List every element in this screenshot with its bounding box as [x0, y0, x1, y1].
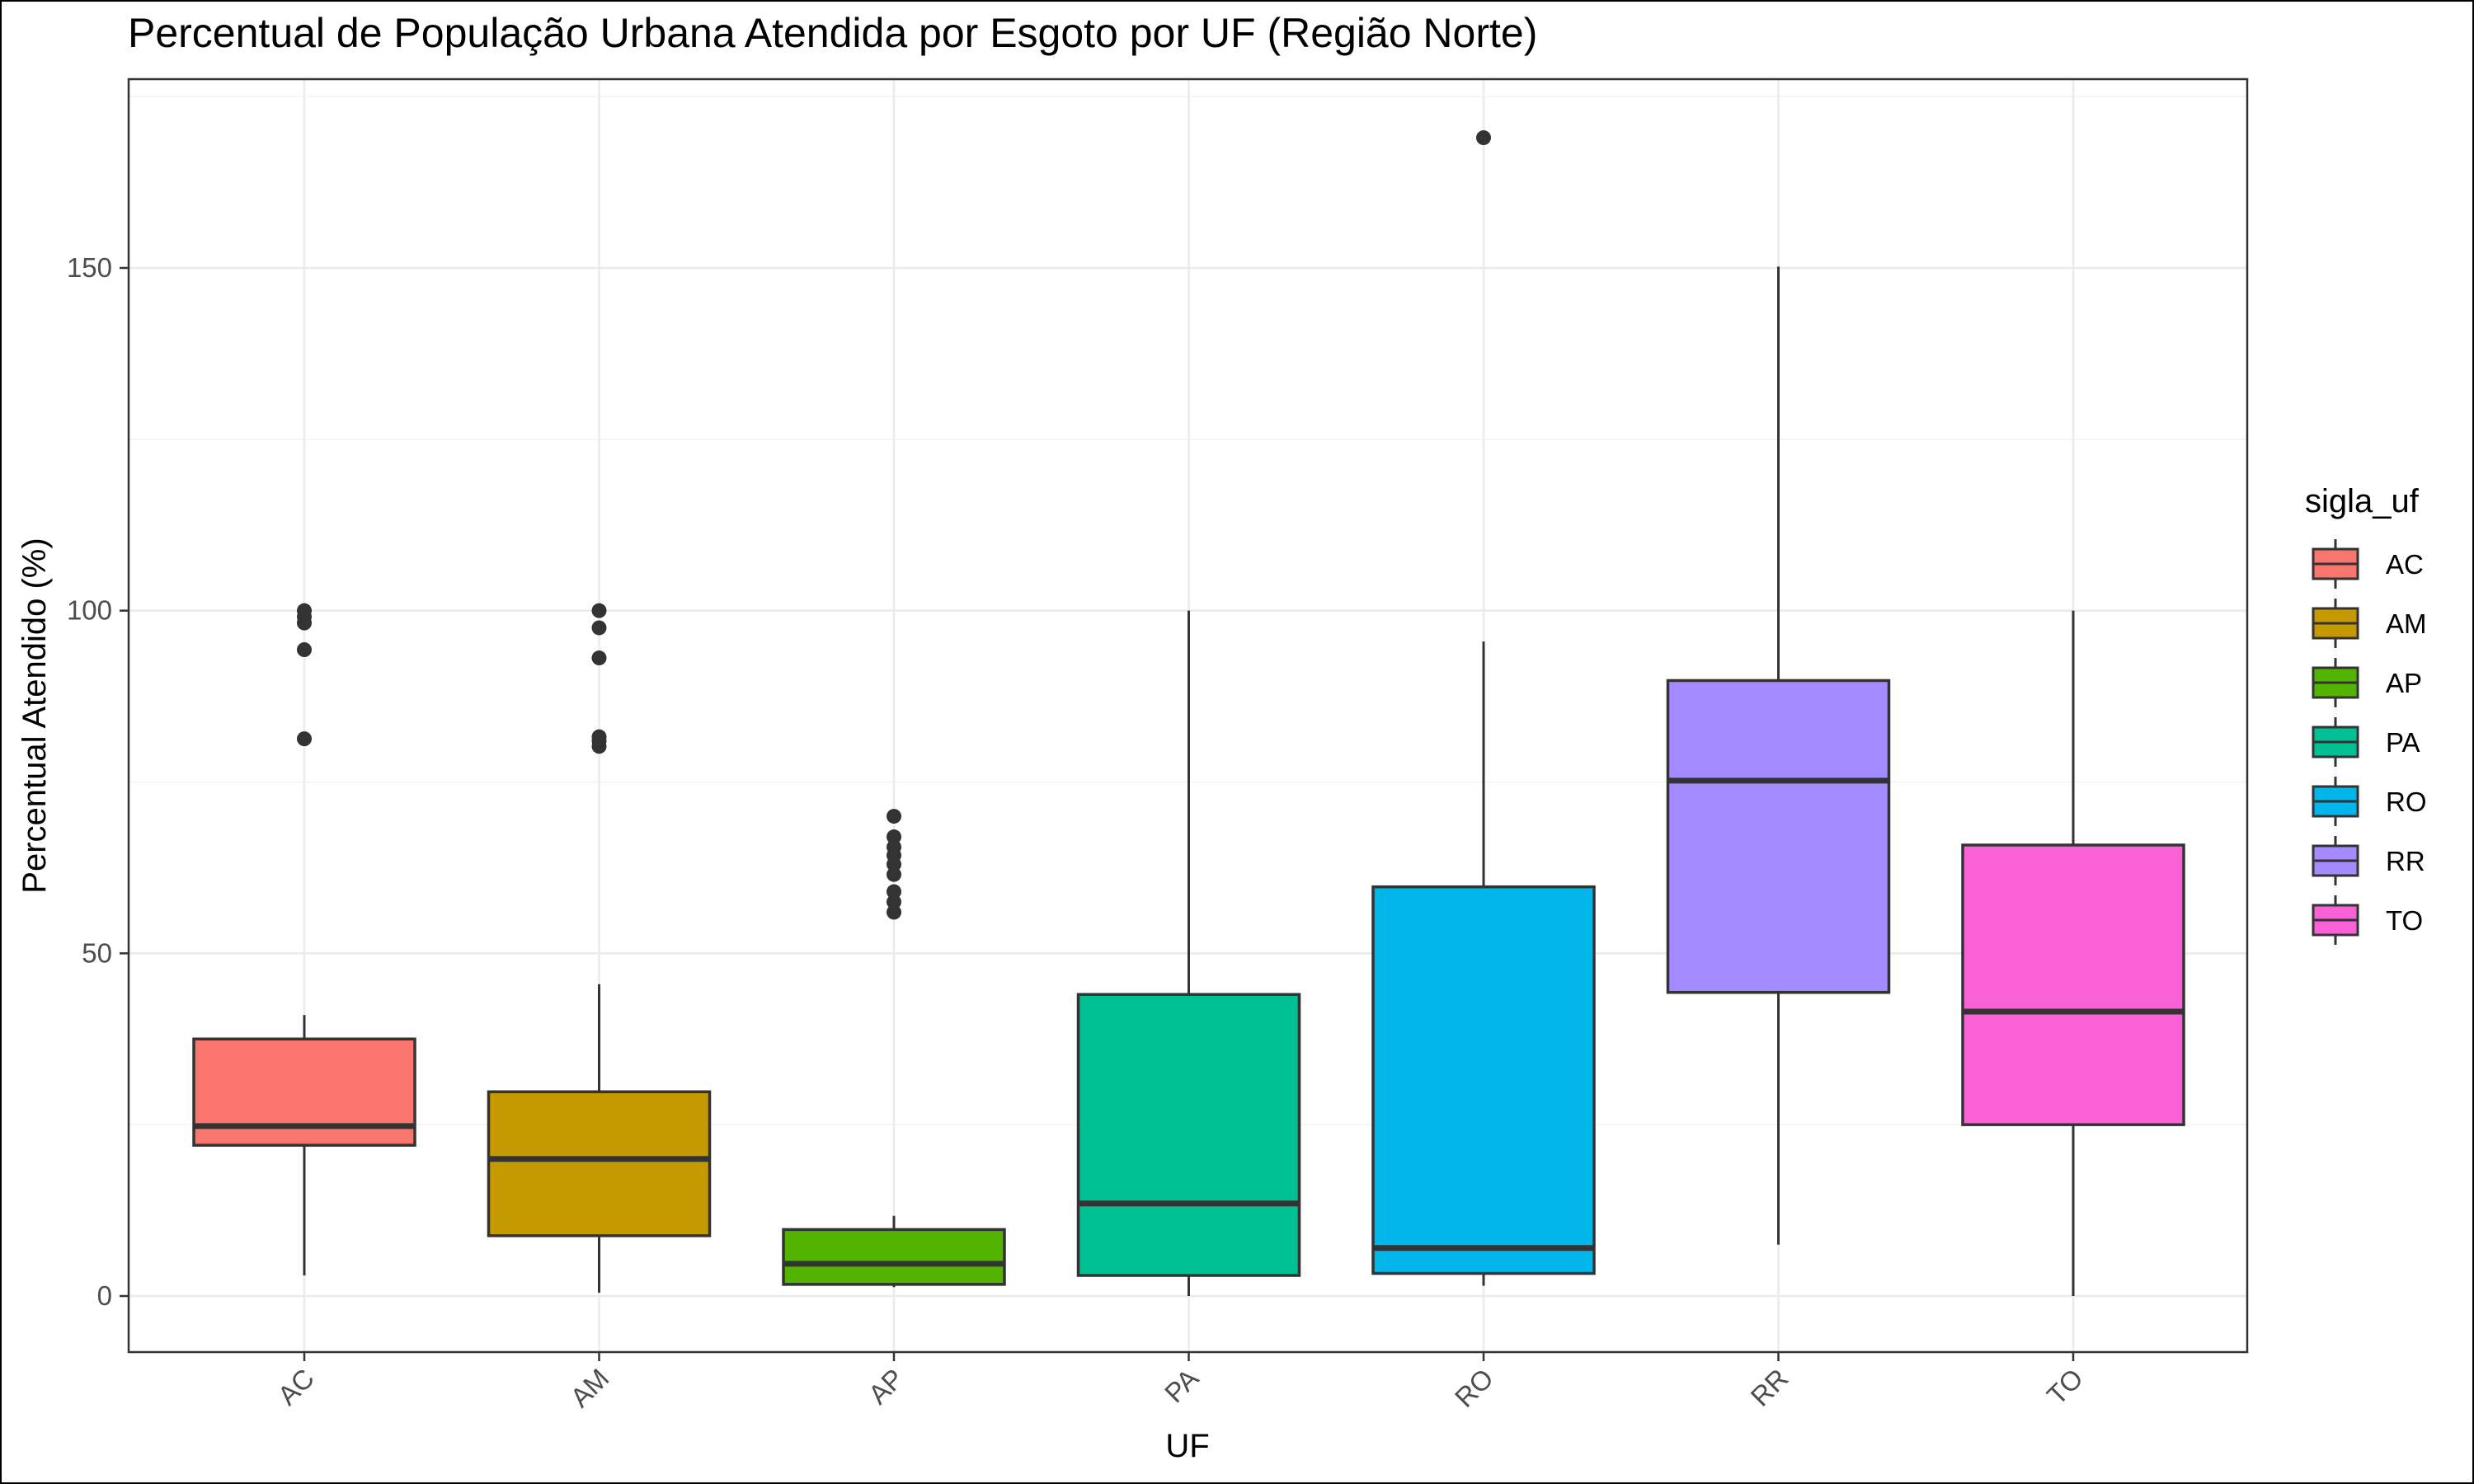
legend-item-am: AM — [2312, 599, 2427, 648]
y-tick-label: 50 — [82, 937, 112, 968]
box-body — [487, 1090, 712, 1237]
outlier-point — [887, 839, 901, 855]
x-tick-label: PA — [1159, 1363, 1205, 1409]
box-body — [192, 1037, 416, 1147]
x-axis-ticks: AC AM AP PA RO RR TO — [271, 1352, 2089, 1413]
legend-label: TO — [2386, 905, 2423, 936]
outlier-point — [887, 894, 901, 909]
box-to — [1961, 610, 2185, 1296]
y-tick-label: 150 — [67, 252, 112, 283]
legend-item-ap: AP — [2312, 658, 2422, 707]
box-body — [1371, 885, 1596, 1275]
y-axis-ticks: 0 50 100 150 — [67, 252, 129, 1311]
x-tick-label: AM — [564, 1363, 614, 1413]
box-ap — [782, 809, 1006, 1288]
box-body — [1961, 843, 2185, 1126]
outlier-point — [887, 884, 901, 899]
legend-item-rr: RR — [2312, 836, 2425, 885]
x-tick-label: AP — [863, 1363, 910, 1410]
legend: sigla_uf AC AM AP PA RO RR TO — [2305, 483, 2427, 945]
outlier-point — [591, 729, 607, 744]
outlier-point — [1476, 130, 1491, 146]
x-tick-label: TO — [2041, 1363, 2089, 1411]
outlier-point — [297, 603, 312, 618]
legend-label: AC — [2386, 549, 2424, 580]
x-axis-title: UF — [1165, 1428, 1209, 1464]
box-body — [782, 1228, 1006, 1286]
box-body — [1666, 679, 1891, 994]
box-rr — [1666, 266, 1891, 1245]
box-body — [1076, 993, 1301, 1277]
outlier-point — [887, 809, 901, 824]
legend-label: PA — [2386, 727, 2420, 758]
outlier-point — [297, 642, 312, 658]
y-axis-title: Percentual Atendido (%) — [16, 538, 53, 893]
outlier-point — [887, 866, 901, 882]
outlier-point — [591, 603, 607, 618]
outlier-point — [591, 650, 607, 666]
legend-item-ac: AC — [2312, 539, 2424, 589]
legend-label: AP — [2386, 668, 2422, 698]
chart-title: Percentual de População Urbana Atendida … — [128, 10, 1537, 56]
box-ac — [192, 603, 416, 1276]
box-ro — [1371, 130, 1596, 1286]
box-pa — [1076, 610, 1301, 1296]
outlier-point — [591, 620, 607, 636]
outlier-point — [297, 731, 312, 747]
legend-label: AM — [2386, 608, 2427, 639]
box-am — [487, 603, 712, 1293]
x-tick-label: RR — [1745, 1363, 1794, 1412]
legend-item-pa: PA — [2312, 717, 2420, 767]
legend-item-to: TO — [2312, 895, 2423, 945]
legend-label: RO — [2386, 787, 2427, 817]
y-tick-label: 0 — [97, 1280, 112, 1311]
x-tick-label: RO — [1449, 1363, 1499, 1413]
y-tick-label: 100 — [67, 595, 112, 626]
x-tick-label: AC — [271, 1363, 320, 1411]
outlier-point — [887, 904, 901, 920]
legend-title: sigla_uf — [2305, 483, 2420, 519]
box-series — [192, 130, 2185, 1296]
outlier-point — [887, 829, 901, 845]
legend-label: RR — [2386, 846, 2425, 876]
legend-item-ro: RO — [2312, 777, 2427, 826]
